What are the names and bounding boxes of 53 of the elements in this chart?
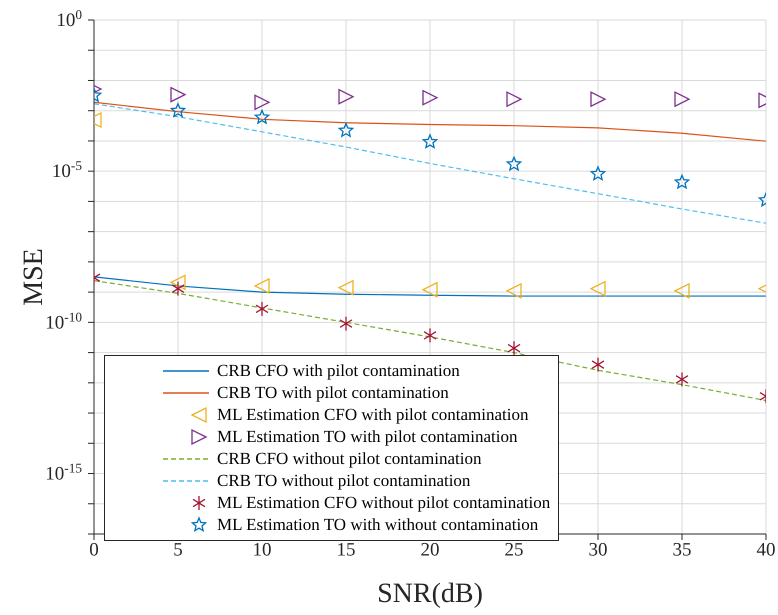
point xyxy=(674,283,690,299)
point xyxy=(674,174,690,189)
legend-label: CRB TO without pilot contamination xyxy=(217,470,470,492)
point xyxy=(338,89,354,104)
point xyxy=(506,156,522,171)
point xyxy=(506,283,522,299)
x-tick-label: 35 xyxy=(672,539,692,560)
legend-label: ML Estimation TO with without contamination xyxy=(217,514,538,536)
point xyxy=(171,281,185,296)
y-tick-label: 10$^{-10}$ xyxy=(45,308,82,334)
point xyxy=(254,110,270,124)
point xyxy=(590,166,606,180)
legend-label: ML Estimation CFO without pilot contamination xyxy=(217,492,550,514)
point xyxy=(423,328,437,344)
legend-label: CRB CFO with pilot contamination xyxy=(217,360,460,382)
point xyxy=(506,92,522,107)
point xyxy=(507,340,521,356)
point xyxy=(590,281,606,296)
point xyxy=(675,372,689,388)
x-tick-label: 40 xyxy=(756,539,776,560)
point xyxy=(422,134,438,148)
legend-label: CRB CFO without pilot contamination xyxy=(217,448,482,470)
point xyxy=(339,316,353,332)
point xyxy=(674,92,690,107)
y-tick-label: 10$^{-5}$ xyxy=(52,158,82,182)
y-tick-label: 10$^{0}$ xyxy=(56,6,82,31)
point xyxy=(254,278,270,294)
point xyxy=(255,301,269,316)
point xyxy=(591,356,605,372)
point xyxy=(170,103,186,118)
x-tick-label: 10 xyxy=(252,539,272,560)
legend-label: ML Estimation TO with pilot contamination xyxy=(217,426,518,448)
y-tick-label: 10$^{-15}$ xyxy=(45,460,82,485)
point xyxy=(254,94,270,110)
point xyxy=(170,274,186,290)
point xyxy=(338,280,354,296)
legend-label: CRB TO with pilot contamination xyxy=(217,382,449,404)
x-tick-label: 5 xyxy=(173,539,183,560)
x-axis-title: SNR(dB) xyxy=(377,578,483,609)
line-series xyxy=(94,103,766,224)
x-tick-label: 0 xyxy=(89,539,99,560)
point xyxy=(170,86,186,102)
line-series xyxy=(94,280,766,402)
point xyxy=(590,92,606,107)
point xyxy=(338,122,354,137)
x-tick-label: 30 xyxy=(588,539,608,560)
point xyxy=(422,282,438,298)
point xyxy=(422,90,438,106)
y-axis-title: MSE xyxy=(18,248,49,306)
x-tick-label: 15 xyxy=(336,539,356,560)
x-tick-label: 20 xyxy=(420,539,440,560)
legend-label: ML Estimation CFO with pilot contamination xyxy=(217,404,528,426)
x-tick-label: 25 xyxy=(504,539,524,560)
